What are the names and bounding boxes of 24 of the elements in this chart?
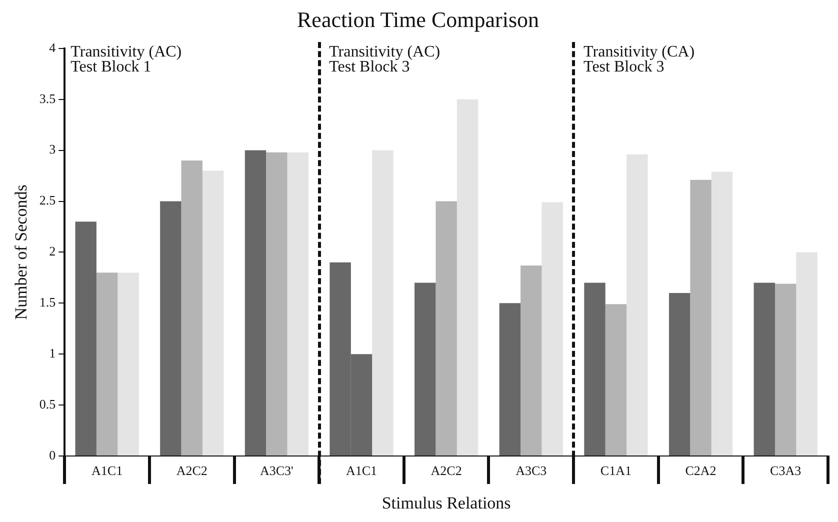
x-tick-label: C3A3: [770, 463, 802, 478]
y-tick-label: 1: [49, 346, 56, 361]
x-tick-label: A1C1: [92, 463, 123, 478]
x-tick-label: A2C2: [430, 463, 462, 478]
y-axis-title: Number of Seconds: [12, 184, 31, 320]
x-tick-label: C1A1: [600, 463, 632, 478]
annotation: Transitivity (CA) Test Block 3: [584, 44, 695, 76]
x-axis-title: Stimulus Relations: [382, 493, 511, 512]
x-tick-label: A2C2: [176, 463, 208, 478]
y-tick-label: 4: [49, 40, 56, 55]
x-tick-label: A1C1: [346, 463, 378, 478]
y-tick-label: 3.5: [39, 90, 56, 106]
y-tick-label: 2.5: [39, 192, 56, 208]
annotation: Transitivity (AC) Test Block 1: [70, 44, 182, 76]
y-tick-label: 0.5: [39, 396, 56, 412]
y-tick-label: 0: [49, 447, 56, 462]
y-tick-label: 1.5: [39, 294, 56, 310]
chart-title: Reaction Time Comparison: [297, 6, 539, 32]
y-tick-label: 3: [49, 142, 56, 157]
x-tick-label: A3C3: [516, 463, 547, 478]
annotation: Transitivity (AC) Test Block 3: [329, 44, 440, 76]
x-tick-label: C2A2: [685, 463, 716, 478]
x-tick-label: A3C3': [260, 463, 294, 478]
y-tick-label: 2: [49, 244, 56, 259]
